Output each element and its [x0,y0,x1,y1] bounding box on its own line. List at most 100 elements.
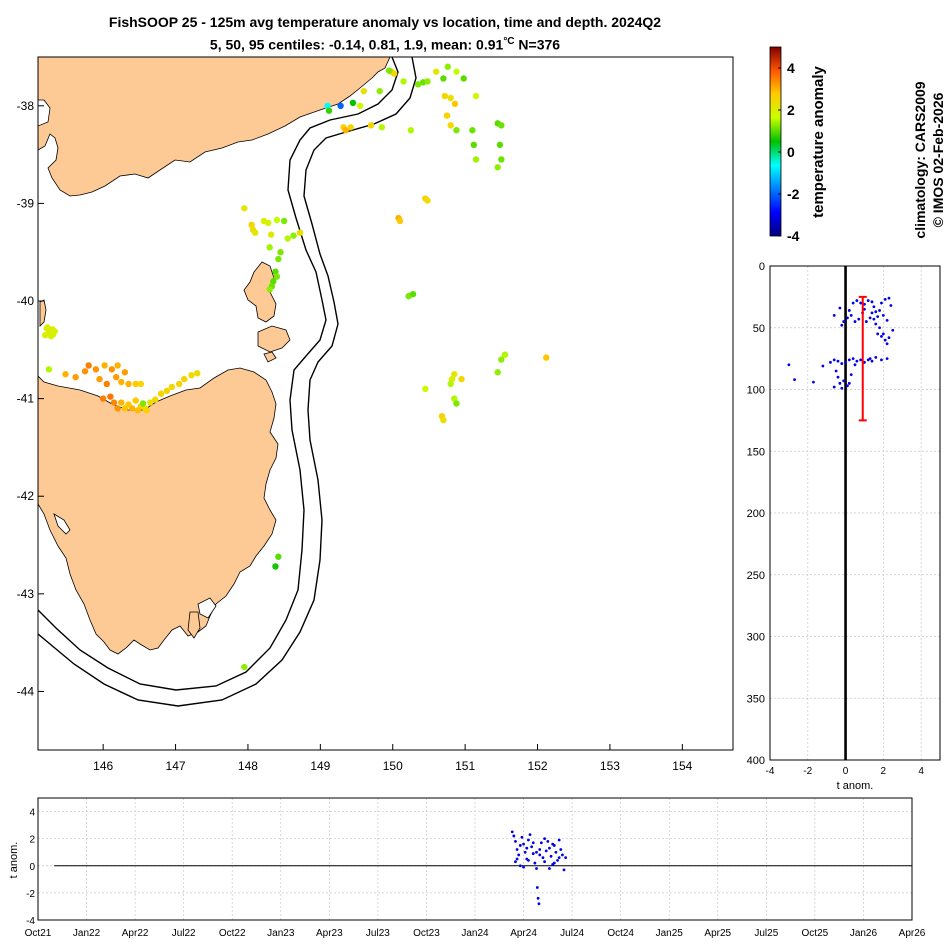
depth-point-62 [846,384,849,388]
map-point-20 [118,378,125,386]
map-point-9 [62,371,69,378]
time-xtick-label-8: Oct23 [413,928,440,939]
time-point-16 [535,886,539,889]
map-point-65 [290,232,297,239]
map-point-57 [277,249,284,256]
map-point-74 [347,124,354,131]
time-point-31 [557,838,561,842]
map-point-75 [356,102,364,110]
depth-point-23 [874,322,878,326]
time-point-15 [535,867,538,870]
map-point-46 [134,407,142,414]
depth-point-8 [866,299,870,302]
map-point-81 [390,70,398,77]
map-point-97 [447,122,454,129]
time-point-14 [533,861,537,865]
time-ytick-label-4: 4 [29,808,35,819]
land-tasmania [38,367,279,655]
depth-point-60 [838,381,842,385]
map-point-63 [266,286,273,293]
map-point-8 [45,366,53,373]
map-point-102 [472,156,480,163]
depth-point-3 [847,309,851,312]
land-cape-barren-island [257,325,291,353]
time-xtick-label-0: Oct21 [25,928,52,939]
time-point-5 [518,844,522,847]
map-point-39 [163,387,171,395]
time-xtick-label-6: Apr23 [316,928,343,939]
time-point-37 [518,864,522,868]
map-point-26 [107,393,114,400]
depth-point-12 [876,315,880,319]
map-point-12 [85,362,92,369]
map-ytick-label-1: -39 [17,196,35,210]
map-panel: 146 147 148 149 150 151 152 153 154 -38 -39 -40 -41 -… [17,56,734,773]
time-point-29 [554,850,558,854]
map-point-24 [137,380,145,388]
map-point-49 [248,221,255,229]
depth-profile-panel: -4 -2 0 2 4 0 50 100 150 200 250 300 350 400 t anom. [747,261,941,792]
depth-point-15 [885,318,889,322]
map-points [42,63,550,671]
time-point-18 [537,902,541,906]
chart-title-line2: 5, 50, 95 centiles: -0.14, 0.81, 1.9, me… [0,36,770,53]
time-point-12 [530,845,534,849]
time-xtick-label-18: Apr26 [899,928,926,939]
time-point-34 [562,868,566,872]
time-ytick-label-0: -4 [26,916,35,927]
depth-xtick-label-3: 2 [881,766,887,777]
depth-point-43 [821,364,825,368]
map-point-3 [42,331,49,339]
map-xtick-label-7: 153 [600,759,620,773]
time-point-2 [514,839,517,843]
map-xtick-label-1: 147 [166,759,186,773]
depth-point-39 [887,296,891,300]
land-king-island [39,299,47,327]
time-point-1 [512,834,516,838]
copyright-credit: © IMOS 02-Feb-2026 [930,92,946,227]
map-point-28 [114,405,121,412]
map-point-55 [273,216,281,224]
time-xtick-label-13: Jan25 [656,928,684,939]
map-point-14 [96,375,103,383]
map-point-13 [92,366,100,373]
map-point-95 [472,92,480,100]
map-point-47 [139,400,147,407]
map-point-113 [409,290,417,298]
land-bruny-island [187,611,201,639]
time-point-0 [510,830,514,834]
time-point-17 [536,896,540,900]
depth-ytick-label-4: 200 [747,508,765,520]
map-point-45 [143,407,150,414]
map-point-105 [496,141,504,149]
time-point-43 [548,867,551,870]
depth-point-27 [887,336,891,340]
time-xtick-label-16: Oct25 [802,928,829,939]
map-point-32 [128,405,136,412]
map-point-126 [543,354,550,361]
time-point-30 [556,858,559,862]
time-point-3 [515,848,519,851]
map-point-111 [396,217,404,225]
map-point-61 [270,278,277,285]
title-count: N=376 [514,36,561,53]
time-point-48 [535,850,538,854]
map-point-19 [112,373,120,381]
depth-ytick-label-6: 300 [747,632,765,644]
land-islet [263,351,277,363]
map-point-127 [275,553,282,560]
depth-point-38 [889,304,893,307]
map-point-22 [121,369,129,376]
map-xtick-label-3: 149 [310,759,330,773]
map-point-58 [275,255,282,263]
depth-point-25 [881,332,885,336]
map-point-73 [342,127,349,134]
map-point-98 [407,127,415,134]
map-point-83 [400,78,407,85]
time-xtick-label-2: Apr22 [122,928,149,939]
map-xtick-label-5: 151 [455,759,475,773]
map-point-129 [241,663,248,671]
depth-point-50 [851,357,855,361]
time-xtick-label-15: Jul25 [754,928,778,939]
depth-point-19 [864,320,868,323]
